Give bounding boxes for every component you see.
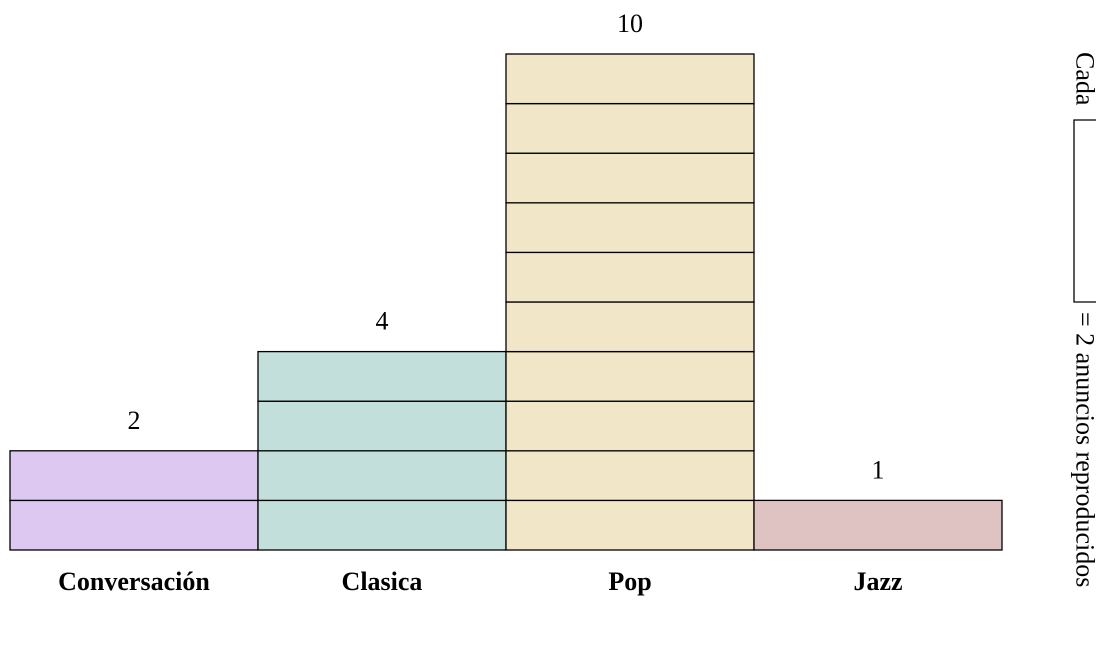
bars-layer [9, 53, 1003, 551]
bar-unit [505, 251, 755, 303]
value-labels-layer: 2 4 10 1 [128, 9, 885, 484]
legend-prefix: Cada [1071, 52, 1100, 106]
bar-unit [505, 350, 755, 402]
category-label-jazz: Jazz [853, 567, 902, 596]
bar-unit [505, 53, 755, 105]
bar-conversacion [9, 450, 259, 551]
bar-unit [753, 499, 1003, 551]
bar-unit [257, 400, 507, 452]
category-label-clasica: Clasica [342, 567, 423, 596]
bar-unit [257, 350, 507, 402]
bar-unit [505, 499, 755, 551]
bar-unit [257, 450, 507, 502]
bar-jazz [753, 499, 1003, 551]
value-label-pop: 10 [617, 9, 643, 38]
category-labels-layer: Conversación Clasica Pop Jazz [58, 567, 902, 596]
bar-unit [505, 152, 755, 204]
bar-unit [505, 202, 755, 254]
bar-pop [505, 53, 755, 551]
value-label-clasica: 4 [376, 307, 389, 336]
legend: Cada = 2 anuncios reproducidos [1071, 52, 1100, 587]
category-label-pop: Pop [608, 567, 651, 596]
bar-unit [505, 450, 755, 502]
bar-unit [505, 400, 755, 452]
category-label-conversacion: Conversación [58, 567, 210, 596]
value-label-conversacion: 2 [128, 406, 141, 435]
bar-clasica [257, 350, 507, 551]
bar-unit [9, 450, 259, 502]
legend-suffix: = 2 anuncios reproducidos [1071, 312, 1100, 587]
bar-unit [505, 102, 755, 154]
legend-unit-box [1073, 119, 1096, 303]
bar-unit [257, 499, 507, 551]
value-label-jazz: 1 [872, 455, 885, 484]
bar-unit [505, 301, 755, 353]
bar-unit [9, 499, 259, 551]
